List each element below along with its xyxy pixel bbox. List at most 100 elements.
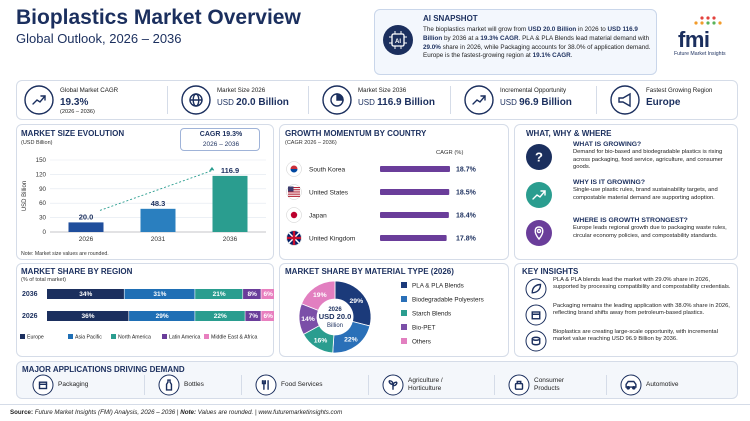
app-icon-ring xyxy=(620,374,642,396)
icon-car-body xyxy=(625,380,637,388)
country-label: Japan xyxy=(309,212,327,219)
icon-bottle xyxy=(165,379,173,391)
stack-segment xyxy=(129,311,195,321)
kpi-divider xyxy=(450,86,451,114)
www-answer: Single-use plastic rules, brand sustaina… xyxy=(573,187,718,201)
market-size-unit: (USD Billion) xyxy=(21,140,53,146)
app-label: Automotive xyxy=(646,381,679,388)
bottle-icon xyxy=(165,379,173,391)
insight-text: PLA & PLA blends lead the market with 29… xyxy=(553,277,731,291)
app-divider xyxy=(368,375,369,395)
x-tick-label: 2036 xyxy=(223,236,238,243)
legend-swatch xyxy=(20,334,25,339)
icon-handle xyxy=(516,380,522,385)
bar xyxy=(212,175,248,232)
app-divider xyxy=(241,375,242,395)
megaphone-icon xyxy=(618,92,631,108)
question-icon: ? xyxy=(535,150,543,165)
app-icon-wrap xyxy=(382,374,404,396)
legend-label: Middle East & Africa xyxy=(211,335,258,341)
kpi-label: Global Market CAGR xyxy=(60,87,119,94)
icon-wheel xyxy=(626,385,631,390)
legend-swatch xyxy=(401,296,407,302)
ai-snapshot-highlight: 19.3% CAGR xyxy=(480,34,519,42)
icon-horn xyxy=(618,92,631,108)
footer-note-label: Note: xyxy=(180,409,197,416)
www-answer: Europe leads regional growth due to pack… xyxy=(573,225,727,239)
legend-swatch xyxy=(111,334,116,339)
icon-arrow xyxy=(480,95,486,101)
growth-arrow-icon xyxy=(532,190,546,200)
stack-segment xyxy=(243,289,261,299)
app-divider xyxy=(494,375,495,395)
y-tick-label: 90 xyxy=(39,186,46,193)
stack-segment xyxy=(195,311,245,321)
segment-label: 34% xyxy=(79,291,92,298)
insight-icon-ring xyxy=(525,330,547,352)
leaf-icon xyxy=(531,283,542,294)
bar-value-label: 18.7% xyxy=(456,167,477,174)
cagr-badge-label: CAGR xyxy=(199,131,221,138)
ai-snapshot-text-part: in 2026 to xyxy=(576,26,608,33)
segment-label: 7% xyxy=(249,313,259,320)
donut-center-value: USD 20.0 xyxy=(319,312,352,321)
plant-icon xyxy=(388,380,398,390)
trend-line xyxy=(99,169,215,211)
kpi-label: Market Size 2026 xyxy=(217,87,266,94)
flag-us-icon xyxy=(286,184,302,200)
kpi-value-number: 116.9 Billion xyxy=(377,97,435,108)
kpi-icon-ring xyxy=(24,85,54,115)
ai-snapshot-text-part: The bioplastics market will grow from xyxy=(423,26,528,33)
bar-value-label: 48.3 xyxy=(151,199,166,208)
icon-arrow xyxy=(40,95,46,101)
kpi-value: USD 20.0 Billion xyxy=(217,97,289,108)
kpi-divider xyxy=(308,86,309,114)
bar xyxy=(380,212,449,218)
app-label: Agriculture / Horticulture xyxy=(408,377,443,392)
x-tick-label: 2031 xyxy=(151,236,166,243)
insight-icon-wrap xyxy=(525,330,547,352)
app-icon-ring xyxy=(255,374,277,396)
stack-segment xyxy=(124,289,195,299)
stack-segment xyxy=(47,289,124,299)
slice-label: 16% xyxy=(314,337,328,344)
ai-snapshot-text: The bioplastics market will grow from US… xyxy=(423,26,653,61)
icon-wheel xyxy=(631,385,636,390)
y-tick-label: 120 xyxy=(36,171,47,178)
flag-canton xyxy=(288,186,294,192)
kpi-label: Incremental Opportunity xyxy=(500,87,567,94)
kpi-value-number: 19.3% xyxy=(60,97,89,108)
kpi-icon-ring xyxy=(610,85,640,115)
box-icon xyxy=(531,311,541,320)
kpi-label: Market Size 2036 xyxy=(358,87,407,94)
legend-swatch xyxy=(68,334,73,339)
logo-dots-icon xyxy=(694,16,722,25)
bar-value-label: 18.4% xyxy=(456,213,477,220)
segment-label: 6% xyxy=(263,291,273,298)
country-label: United Kingdom xyxy=(309,235,355,242)
kpi-value: Europe xyxy=(646,97,680,108)
slice-label: 19% xyxy=(313,292,327,299)
footer-note-text: Values are rounded. | www.futuremarketin… xyxy=(196,409,343,416)
stack-segment xyxy=(195,289,243,299)
flag-kr-icon xyxy=(286,161,302,177)
donut-slice xyxy=(301,280,336,311)
app-icon-ring xyxy=(508,374,530,396)
www-answer: Demand for bio-based and biodegradable p… xyxy=(573,149,723,171)
icon-leaf xyxy=(531,283,542,294)
cutlery-icon xyxy=(261,380,269,390)
insight-icon-ring xyxy=(525,278,547,300)
legend-swatch xyxy=(401,338,407,344)
bag-icon xyxy=(514,380,524,390)
legend-label: PLA & PLA Blends xyxy=(412,283,464,290)
app-label: Bottles xyxy=(184,381,204,388)
stack-segment xyxy=(245,311,261,321)
legend-swatch xyxy=(401,282,407,288)
legend-label: Bio-PET xyxy=(412,325,436,332)
growth-chart-icon xyxy=(32,95,46,105)
ai-snapshot-highlight: USD 20.0 Billion xyxy=(527,26,577,33)
segment-label: 21% xyxy=(213,291,226,298)
kpi-value-number: Europe xyxy=(646,97,681,108)
donut-center-unit: Billion xyxy=(327,323,343,329)
legend-swatch xyxy=(401,310,407,316)
